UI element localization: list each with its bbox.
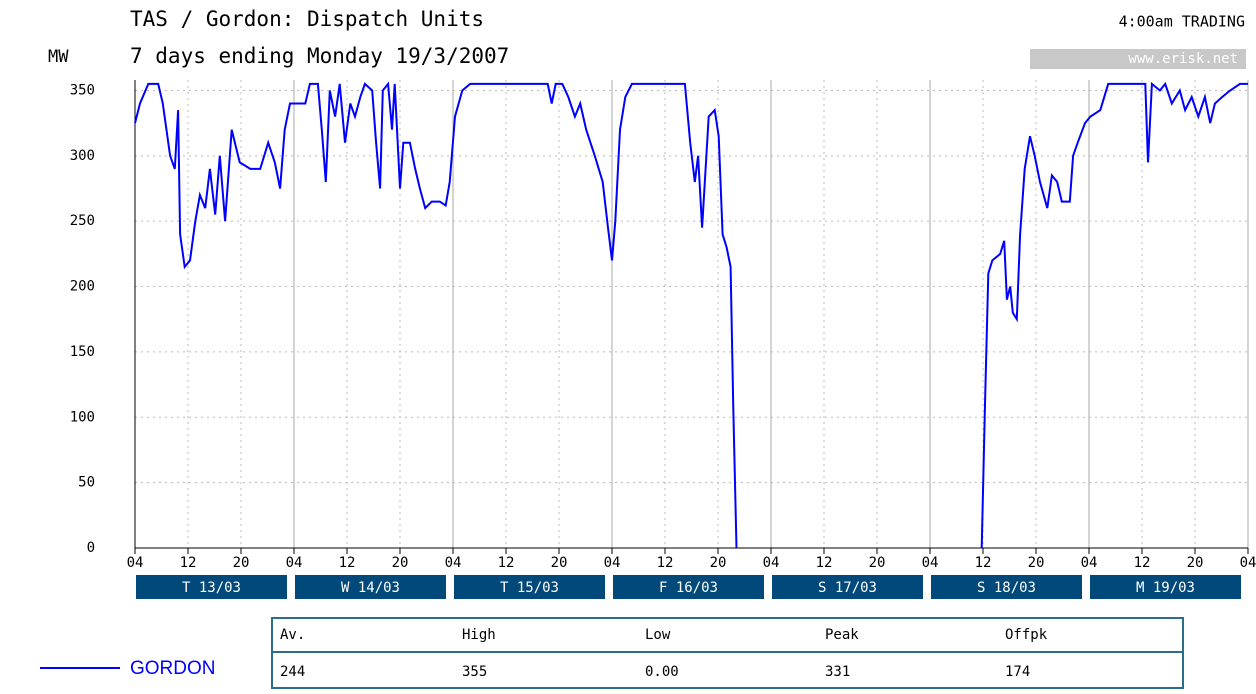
x-tick-label: 04 [127,555,144,571]
x-tick-label: 20 [1187,555,1204,571]
x-tick-label: 20 [551,555,568,571]
day-box [931,575,1082,599]
x-tick-label: 20 [1028,555,1045,571]
x-tick-label: 04 [604,555,621,571]
day-label: M 19/03 [1136,580,1195,596]
day-box [454,575,605,599]
y-tick-label: 100 [70,409,95,425]
y-axis-label: MW [48,47,69,67]
x-tick-label: 04 [286,555,303,571]
table-cell: 174 [1005,664,1030,680]
x-tick-label: 04 [763,555,780,571]
x-tick-label: 12 [816,555,833,571]
table-header: Offpk [1005,627,1048,643]
day-box [613,575,764,599]
chart-title: TAS / Gordon: Dispatch Units [130,7,484,31]
x-tick-label: 20 [233,555,250,571]
y-tick-label: 50 [78,475,95,491]
table-cell: 244 [280,664,305,680]
x-tick-label: 04 [1240,555,1256,571]
day-label: T 13/03 [182,580,241,596]
legend-label: GORDON [130,658,216,679]
series-line [134,81,1248,549]
x-tick-label: 12 [975,555,992,571]
table-header: Av. [280,627,305,643]
y-tick-label: 350 [70,82,95,98]
day-box [295,575,446,599]
day-label: S 18/03 [977,580,1036,596]
table-cell: 331 [825,664,850,680]
y-tick-label: 300 [70,148,95,164]
table-cell: 355 [462,664,487,680]
day-label: S 17/03 [818,580,877,596]
day-box [136,575,287,599]
x-tick-label: 12 [180,555,197,571]
x-tick-label: 20 [392,555,409,571]
source: www.erisk.net [1128,51,1238,67]
table-cell: 0.00 [645,664,679,680]
x-tick-label: 12 [657,555,674,571]
x-tick-label: 12 [339,555,356,571]
source-box [1030,49,1246,69]
chart-subtitle: 7 days ending Monday 19/3/2007 [130,44,509,68]
x-tick-label: 04 [922,555,939,571]
table-header: Low [645,627,671,643]
table-header: High [462,627,496,643]
x-tick-label: 20 [869,555,886,571]
x-tick-label: 20 [710,555,727,571]
x-tick-label: 12 [498,555,515,571]
y-tick-label: 0 [87,540,95,556]
y-tick-label: 150 [70,344,95,360]
day-box [1090,575,1241,599]
status: 4:00am TRADING [1119,13,1245,31]
x-tick-label: 04 [445,555,462,571]
day-label: T 15/03 [500,580,559,596]
y-tick-label: 200 [70,279,95,295]
x-tick-label: 12 [1134,555,1151,571]
day-label: F 16/03 [659,580,718,596]
day-label: W 14/03 [341,580,400,596]
y-tick-label: 250 [70,213,95,229]
day-box [772,575,923,599]
table-header: Peak [825,627,859,643]
x-tick-label: 04 [1081,555,1098,571]
